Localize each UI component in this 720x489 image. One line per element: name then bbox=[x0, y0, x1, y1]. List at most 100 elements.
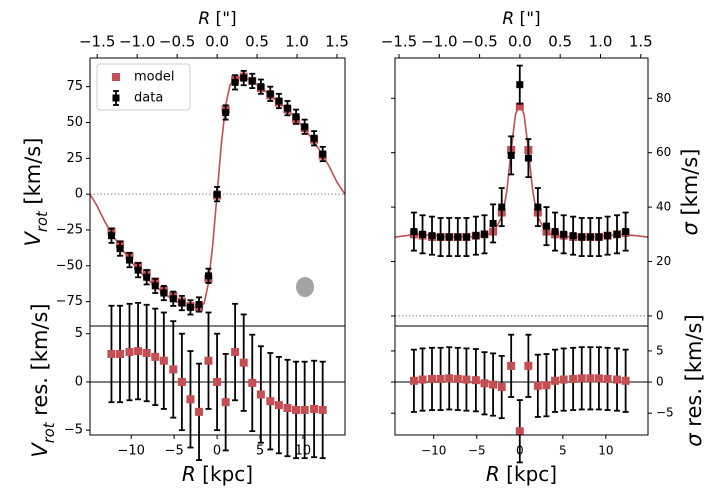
marker bbox=[318, 405, 327, 414]
marker bbox=[603, 374, 612, 383]
x2-tick-label: 0.0 bbox=[205, 33, 229, 51]
y-axis-label: σ res. [km/s] bbox=[682, 314, 706, 446]
marker bbox=[134, 266, 142, 274]
marker bbox=[437, 233, 445, 241]
y-tick-label: 40 bbox=[656, 200, 671, 214]
marker bbox=[116, 245, 124, 253]
marker bbox=[125, 256, 133, 264]
y-tick-label: 25 bbox=[66, 151, 83, 166]
marker bbox=[319, 150, 327, 158]
y-axis-label-rest: res. [km/s] bbox=[28, 303, 52, 422]
x2-tick-label: 1.5 bbox=[325, 33, 349, 51]
marker bbox=[240, 74, 248, 82]
y-tick-label: 0 bbox=[75, 374, 83, 389]
marker bbox=[622, 228, 630, 236]
marker bbox=[586, 374, 595, 383]
marker bbox=[283, 104, 291, 112]
y-axis-label-var: σ bbox=[682, 433, 706, 447]
marker bbox=[292, 113, 300, 121]
marker bbox=[445, 233, 453, 241]
marker bbox=[578, 233, 586, 241]
y-tick-label: −5 bbox=[64, 423, 83, 438]
marker bbox=[160, 289, 168, 297]
marker bbox=[480, 379, 489, 388]
y-tick-label: 0 bbox=[656, 375, 664, 389]
marker bbox=[462, 375, 471, 384]
marker bbox=[266, 90, 274, 98]
marker bbox=[453, 374, 462, 383]
marker bbox=[613, 375, 622, 384]
marker bbox=[586, 233, 594, 241]
x-tick-label: −5 bbox=[468, 444, 486, 458]
marker bbox=[159, 356, 168, 365]
x2-tick-label: −1.0 bbox=[421, 33, 457, 51]
marker bbox=[551, 228, 559, 236]
marker bbox=[409, 376, 418, 385]
y-axis-label: Vrot res. [km/s] bbox=[28, 303, 58, 457]
marker bbox=[559, 375, 568, 384]
marker bbox=[186, 303, 194, 311]
x-tick-label: 10 bbox=[295, 444, 312, 459]
marker bbox=[498, 203, 506, 211]
x2-axis-label-var: R bbox=[198, 9, 210, 29]
x2-tick-label: −1.5 bbox=[381, 33, 417, 51]
marker bbox=[595, 233, 603, 241]
marker bbox=[169, 365, 178, 374]
marker bbox=[186, 395, 195, 404]
y-tick-label: 75 bbox=[66, 79, 83, 94]
y-axis-label-rest: res. [km/s] bbox=[682, 314, 706, 433]
y-tick-label: 20 bbox=[656, 254, 671, 268]
marker bbox=[462, 233, 470, 241]
marker bbox=[300, 405, 309, 414]
legend-label: model bbox=[134, 70, 174, 85]
y-tick-label: 5 bbox=[75, 326, 83, 341]
marker bbox=[569, 232, 577, 240]
x2-tick-label: −0.5 bbox=[461, 33, 497, 51]
marker bbox=[542, 381, 551, 390]
x2-axis-label-var: R bbox=[502, 9, 514, 29]
legend-marker bbox=[112, 94, 120, 102]
x-axis-label-var: R bbox=[182, 462, 196, 486]
marker bbox=[507, 151, 515, 159]
y-tick-label: 0 bbox=[75, 187, 83, 202]
marker bbox=[524, 361, 533, 370]
x-axis-label: R [kpc] bbox=[182, 462, 253, 486]
marker bbox=[428, 232, 436, 240]
y-axis-label-sub: rot bbox=[41, 421, 58, 443]
marker bbox=[471, 376, 480, 385]
x-tick-label: 5 bbox=[256, 444, 264, 459]
legend-label: data bbox=[134, 91, 163, 106]
x-tick-label: 0 bbox=[213, 444, 221, 459]
marker bbox=[542, 222, 550, 230]
marker bbox=[489, 219, 497, 227]
x2-tick-label: −1.0 bbox=[119, 33, 155, 51]
x2-tick-label: 0.5 bbox=[245, 33, 269, 51]
y-tick-label: −5 bbox=[656, 406, 674, 420]
x2-axis-label: R ["] bbox=[198, 9, 236, 29]
marker bbox=[515, 102, 524, 111]
marker bbox=[266, 397, 275, 406]
marker bbox=[257, 83, 265, 91]
x2-tick-label: 1.5 bbox=[629, 33, 653, 51]
marker bbox=[275, 97, 283, 105]
marker bbox=[292, 405, 301, 414]
marker bbox=[151, 352, 160, 361]
y-axis-label: Vrot [km/s] bbox=[21, 138, 51, 247]
marker bbox=[204, 356, 213, 365]
marker bbox=[231, 78, 239, 86]
marker bbox=[507, 361, 516, 370]
marker bbox=[515, 427, 524, 436]
marker bbox=[107, 232, 115, 240]
x2-tick-label: 0.5 bbox=[548, 33, 572, 51]
marker bbox=[248, 77, 256, 85]
marker bbox=[195, 407, 204, 416]
y-axis-label-sub: rot bbox=[34, 210, 51, 232]
marker bbox=[551, 376, 560, 385]
y-tick-label: 5 bbox=[656, 343, 664, 357]
marker bbox=[534, 203, 542, 211]
y-tick-label: 80 bbox=[656, 91, 671, 105]
marker bbox=[195, 301, 203, 309]
marker bbox=[454, 233, 462, 241]
marker bbox=[177, 377, 186, 386]
marker bbox=[204, 272, 212, 280]
